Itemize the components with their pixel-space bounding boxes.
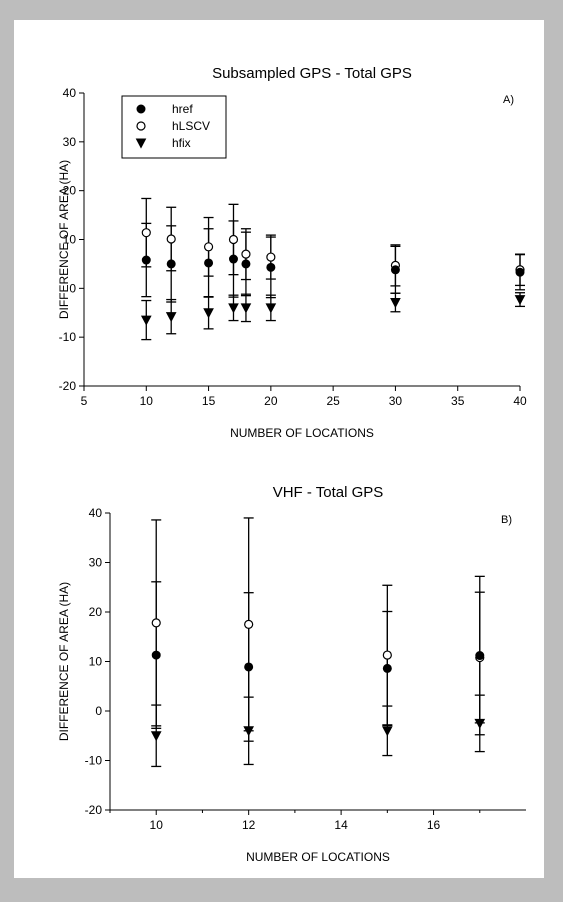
chart-1-panel-label: A) bbox=[503, 94, 514, 106]
point-hLSCV bbox=[382, 650, 392, 660]
point-href bbox=[241, 259, 251, 269]
y-tick-label: 0 bbox=[69, 281, 76, 295]
y-tick-label: 20 bbox=[89, 605, 103, 619]
legend-label-hLSCV: hLSCV bbox=[172, 119, 210, 133]
point-hfix bbox=[243, 726, 254, 737]
point-hLSCV bbox=[203, 242, 214, 252]
legend-label-href: href bbox=[172, 102, 193, 116]
chart-2-y-label: DIFFERENCE OF AREA (HA) bbox=[57, 582, 71, 741]
x-tick-label: 35 bbox=[451, 394, 465, 408]
x-tick-label: 20 bbox=[264, 394, 278, 408]
point-hLSCV bbox=[244, 619, 254, 629]
point-hLSCV bbox=[151, 618, 161, 628]
y-tick-label: -10 bbox=[59, 330, 77, 344]
legend-label-hfix: hfix bbox=[172, 136, 191, 150]
point-hfix bbox=[240, 303, 252, 314]
y-tick-label: -10 bbox=[85, 754, 103, 768]
point-hLSCV bbox=[141, 228, 151, 238]
y-tick-label: 20 bbox=[63, 184, 77, 198]
chart-2-title: VHF - Total GPS bbox=[273, 484, 384, 501]
x-tick-label: 30 bbox=[389, 394, 403, 408]
point-hfix bbox=[203, 308, 214, 319]
y-tick-label: -20 bbox=[59, 379, 77, 393]
point-href bbox=[244, 662, 254, 672]
legend-marker-hLSCV bbox=[136, 121, 146, 131]
point-hfix bbox=[390, 297, 401, 309]
chart-2-panel-label: B) bbox=[501, 514, 512, 526]
point-href bbox=[166, 259, 176, 269]
point-hfix bbox=[514, 295, 526, 306]
point-href bbox=[204, 258, 214, 268]
x-tick-label: 25 bbox=[326, 394, 340, 408]
point-href bbox=[228, 254, 238, 264]
figure-panel bbox=[14, 20, 544, 878]
point-hfix bbox=[265, 303, 277, 314]
x-tick-label: 5 bbox=[81, 394, 88, 408]
x-tick-label: 40 bbox=[513, 394, 527, 408]
point-href bbox=[475, 651, 485, 661]
x-tick-label: 15 bbox=[202, 394, 216, 408]
point-hfix bbox=[474, 718, 486, 729]
point-href bbox=[151, 650, 161, 660]
y-tick-label: 40 bbox=[89, 506, 103, 520]
point-hLSCV bbox=[266, 252, 276, 262]
y-tick-label: 0 bbox=[95, 704, 102, 718]
point-hLSCV bbox=[228, 234, 239, 245]
point-hfix bbox=[140, 315, 152, 326]
chart-1-y-label: DIFFERENCE OF AREA (HA) bbox=[57, 160, 71, 319]
point-href bbox=[515, 267, 525, 277]
chart-1-title: Subsampled GPS - Total GPS bbox=[212, 65, 412, 82]
point-href bbox=[382, 663, 392, 673]
chart-2-x-label: NUMBER OF LOCATIONS bbox=[246, 850, 390, 864]
x-tick-label: 16 bbox=[427, 818, 441, 832]
y-tick-label: 30 bbox=[63, 135, 77, 149]
point-hLSCV bbox=[166, 234, 176, 244]
point-href bbox=[266, 262, 276, 272]
x-tick-label: 14 bbox=[334, 818, 348, 832]
y-tick-label: -20 bbox=[85, 803, 103, 817]
point-hfix bbox=[228, 303, 239, 314]
x-tick-label: 12 bbox=[242, 818, 256, 832]
point-href bbox=[141, 255, 151, 265]
y-tick-label: 30 bbox=[89, 556, 103, 570]
x-tick-label: 10 bbox=[140, 394, 154, 408]
y-tick-label: 10 bbox=[63, 233, 77, 247]
point-hfix bbox=[382, 726, 393, 737]
point-href bbox=[390, 265, 400, 275]
legend-marker-href bbox=[136, 104, 146, 114]
point-hLSCV bbox=[241, 249, 251, 259]
x-tick-label: 10 bbox=[150, 818, 164, 832]
point-hfix bbox=[150, 731, 162, 742]
legend-marker-hfix bbox=[135, 138, 147, 149]
y-tick-label: 10 bbox=[89, 655, 103, 669]
y-tick-label: 40 bbox=[63, 86, 77, 100]
point-hfix bbox=[165, 312, 177, 323]
chart-1-x-label: NUMBER OF LOCATIONS bbox=[230, 426, 374, 440]
